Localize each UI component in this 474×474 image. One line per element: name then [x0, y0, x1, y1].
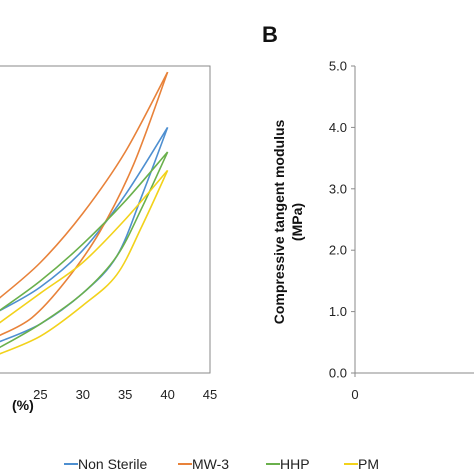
legend: Non Sterile MW-3 HHP PM: [64, 456, 379, 472]
panel-b-y-axis-label-line-1: Compressive tangent modulus: [271, 119, 287, 324]
panel-a-series: [0, 71, 169, 355]
panel-a-x-tick-label: 45: [203, 387, 217, 402]
panel-b-y-tick-label: 1.0: [329, 304, 347, 319]
panel-a-x-tick-label: 40: [160, 387, 174, 402]
panel-b-label: B: [262, 22, 278, 47]
legend-label: Non Sterile: [78, 456, 147, 472]
legend-item: MW-3: [178, 456, 229, 472]
panel-b-y-tick-label: 5.0: [329, 59, 347, 74]
panel-a-series-0-unloading-line: [0, 127, 169, 343]
panel-a-x-ticks: 25 30 35 40 45: [33, 387, 217, 402]
legend-item: HHP: [266, 456, 310, 472]
panel-b-x-tick-label: 0: [351, 387, 358, 402]
panel-b-y-tick-label: 0.0: [329, 366, 347, 381]
panel-a-series-0-loading-line: [0, 126, 169, 312]
legend-item: Non Sterile: [64, 456, 147, 472]
panel-a-series-3-unloading-line: [0, 170, 169, 355]
panel-b-y-axis-label: Compressive tangent modulus (MPa): [271, 119, 305, 324]
panel-b-y-tick-label: 2.0: [329, 243, 347, 258]
panel-b-y-tick-label: 3.0: [329, 181, 347, 196]
panel-a-series-1-loading-line: [0, 71, 169, 299]
panel-b-y-ticks: 0.0 1.0 2.0 3.0 4.0 5.0: [329, 59, 355, 381]
panel-a-x-axis-label: (%): [12, 397, 34, 413]
panel-a-series-2-loading-line: [0, 151, 169, 312]
panel-a-series-3-loading-line: [0, 169, 169, 324]
panel-b-x-ticks: 010: [351, 373, 359, 402]
legend-item: PM: [344, 456, 379, 472]
panel-b: B 0.0 1.0 2.0 3.0 4.0 5.0 010 Compressive tan…: [262, 22, 474, 402]
panel-b-y-axis-label-line-2: (MPa): [289, 203, 305, 241]
panel-b-y-tick-label: 4.0: [329, 120, 347, 135]
panel-a: 25 30 35 40 45 (%): [0, 65, 217, 413]
legend-label: MW-3: [192, 456, 229, 472]
panel-a-x-tick-label: 30: [76, 387, 90, 402]
legend-label: HHP: [280, 456, 310, 472]
panel-a-x-tick-label: 25: [33, 387, 47, 402]
panel-a-series-2-unloading-line: [0, 151, 169, 349]
panel-a-series-1-unloading-line: [0, 71, 169, 337]
legend-label: PM: [358, 456, 379, 472]
panel-a-x-tick-label: 35: [118, 387, 132, 402]
panel-a-plot-frame: [0, 65, 211, 374]
